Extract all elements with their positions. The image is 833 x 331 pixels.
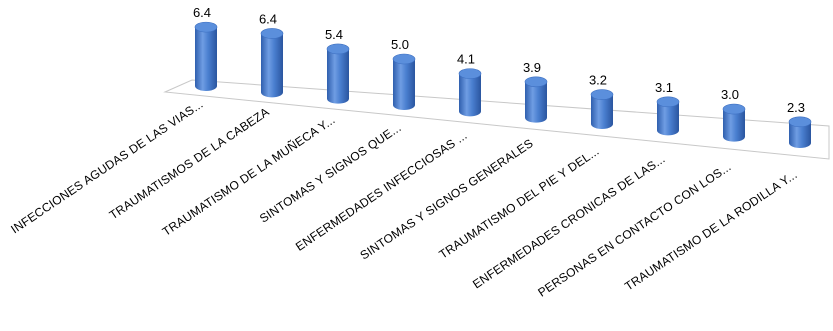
value-label: 3.2	[589, 73, 607, 88]
category-label: SINTOMAS Y SIGNOS QUE...	[257, 120, 404, 225]
value-label: 6.4	[193, 5, 211, 20]
category-label: TRAUMATISMOS DE LA CABEZA	[107, 105, 272, 223]
bar-body	[657, 101, 679, 136]
bar-top	[194, 21, 218, 33]
bar-2	[260, 28, 284, 98]
bar-10	[788, 116, 812, 148]
bar-body	[327, 48, 349, 104]
chart-floor	[163, 79, 830, 160]
bar-top	[524, 76, 548, 88]
value-label: 4.1	[457, 52, 475, 67]
value-labels: 6.4 6.4 5.4 5.0 4.1 3.9 3.2 3.1 3.0 2.3	[193, 5, 805, 115]
value-label: 6.4	[259, 11, 277, 26]
value-label: 3.1	[655, 80, 673, 95]
value-label: 2.3	[787, 100, 805, 115]
bar-top	[392, 53, 416, 65]
bar-top	[326, 43, 350, 55]
category-labels: INFECCIONES AGUDAS DE LAS VIAS...TRAUMAT…	[8, 97, 799, 300]
bar-9	[722, 103, 746, 142]
bar-body	[195, 27, 217, 91]
bar-body	[723, 109, 745, 142]
value-label: 5.4	[325, 27, 343, 42]
bar-body	[789, 121, 811, 148]
category-label: TRAUMATISMO DEL PIE Y DEL...	[436, 144, 601, 262]
bar-body	[591, 94, 613, 129]
bar-5	[458, 68, 482, 117]
bar-3	[326, 43, 350, 104]
bar-7	[590, 89, 614, 129]
value-label: 3.0	[721, 87, 739, 102]
bar-top	[656, 96, 680, 108]
bar-4	[392, 53, 416, 110]
bar-body	[261, 33, 283, 98]
bar-series	[194, 21, 812, 148]
bar-body	[459, 73, 481, 117]
bar-8	[656, 96, 680, 136]
bar-top	[260, 28, 284, 39]
bar-top	[788, 116, 812, 128]
floor-plane	[163, 79, 830, 160]
bar-1	[194, 21, 218, 91]
bar-top	[722, 103, 746, 115]
value-label: 5.0	[391, 37, 409, 52]
bar-body	[525, 81, 547, 123]
bar-top	[590, 89, 614, 100]
bar-6	[524, 76, 548, 123]
bar-top	[458, 68, 482, 79]
bar-body	[393, 59, 415, 110]
value-label: 3.9	[523, 60, 541, 75]
